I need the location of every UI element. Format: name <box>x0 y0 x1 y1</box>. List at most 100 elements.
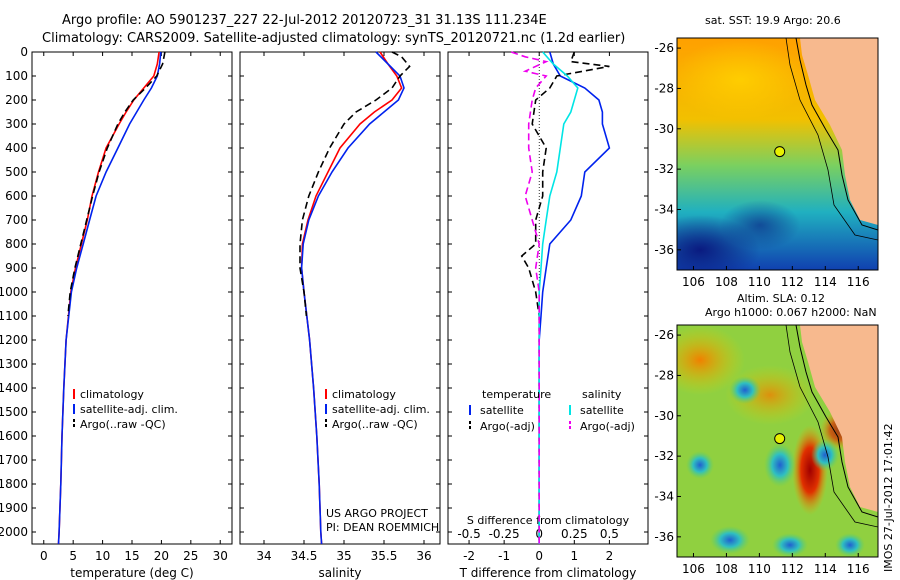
sst-map-field <box>677 38 878 270</box>
map-y-tick-label: -34 <box>654 202 674 216</box>
series-cyan-satellite <box>538 51 579 544</box>
sst-map: sat. SST: 19.9 Argo: 20.6 106 108 110 112 11… <box>654 14 879 289</box>
sst-map-ticks: 106 108 110 112 114 116 -26 -28 -30 -32 -34 -36 <box>654 41 869 289</box>
y-tick-label: 1600 <box>0 429 28 443</box>
legend-header: salinity <box>582 388 622 401</box>
sla-map: Altim. SLA: 0.12 Argo h1000: 0.067 h2000… <box>654 292 879 576</box>
y-tick-label: 1500 <box>0 405 28 419</box>
sst-map-isobath-deep <box>785 38 878 241</box>
legend-entry: climatology <box>80 388 144 401</box>
x-axis-label: salinity <box>318 566 361 580</box>
y-tick-label: 1100 <box>0 309 28 323</box>
y-tick-label: 1700 <box>0 453 28 467</box>
series-blue-satellite-adj-clim- <box>57 51 162 545</box>
temperature-panel-frame <box>31 51 233 545</box>
legend-entry: Argo(..raw -QC) <box>332 418 418 431</box>
credit-line2: PI: DEAN ROEMMICH <box>326 521 439 534</box>
x-tick-label: 10 <box>95 549 110 563</box>
x-tick-label: 35.5 <box>371 549 398 563</box>
y-tick-label: 2000 <box>0 525 28 539</box>
map-x-tick-label: 114 <box>814 562 837 576</box>
map-y-tick-label: -32 <box>654 162 674 176</box>
sst-map-isobath <box>795 38 878 231</box>
map-y-tick-label: -34 <box>654 489 674 503</box>
sla-map-argo-marker <box>774 433 786 445</box>
map-y-tick-label: -36 <box>654 243 674 257</box>
y-tick-label: 1800 <box>0 477 28 491</box>
map-x-tick-label: 110 <box>748 562 771 576</box>
y-tick-label: 900 <box>5 261 28 275</box>
map-y-tick-label: -28 <box>654 81 674 95</box>
top-x-tick-label: 0.25 <box>561 527 588 541</box>
maps: sat. SST: 19.9 Argo: 20.6 106 108 110 112 11… <box>654 14 895 576</box>
legend-header: temperature <box>482 388 551 401</box>
x-axis-label: temperature (deg C) <box>70 566 193 580</box>
legend-entry: Argo(-adj) <box>480 420 535 433</box>
map-x-tick-label: 106 <box>682 275 705 289</box>
y-tick-label: 1200 <box>0 333 28 347</box>
sla-map-title-line2: Argo h1000: 0.067 h2000: NaN <box>705 306 877 319</box>
sla-map-land <box>800 325 878 512</box>
x-tick-label: 30 <box>213 549 228 563</box>
legend-entry: satellite <box>480 404 524 417</box>
map-x-tick-label: 112 <box>781 275 804 289</box>
map-x-tick-label: 116 <box>847 562 870 576</box>
figure-title-line2: Climatology: CARS2009. Satellite-adjuste… <box>42 31 625 46</box>
series-black-argo-adj- <box>520 51 610 544</box>
temperature-panel: 0100200300400500600700800900100011001200… <box>0 45 233 580</box>
top-x-tick-label: -0.25 <box>489 527 520 541</box>
sst-map-argo-marker <box>774 146 786 158</box>
legend-entry: Argo(..raw -QC) <box>80 418 166 431</box>
x-tick-label: 25 <box>183 549 198 563</box>
imos-stamp: IMOS 27-Jul-2012 17:01:42 <box>882 423 895 572</box>
sst-map-title: sat. SST: 19.9 Argo: 20.6 <box>705 14 841 27</box>
map-x-tick-label: 116 <box>847 275 870 289</box>
y-tick-label: 0 <box>20 45 28 59</box>
sla-map-ticks: 106 108 110 112 114 116 -26 -28 -30 -32 -34 -36 <box>654 328 869 576</box>
top-x-tick-label: 0.5 <box>600 527 619 541</box>
y-tick-label: 200 <box>5 93 28 107</box>
profile-panels: 0100200300400500600700800900100011001200… <box>0 45 649 580</box>
sla-map-field <box>677 325 878 557</box>
x-axis-label: T difference from climatology <box>459 566 637 580</box>
sla-map-isobath <box>795 325 878 518</box>
series-black-argo-raw-qc- <box>67 51 166 317</box>
difference-panel: -2 -1 0 1 2 T difference from climatology -0.5… <box>447 51 649 580</box>
y-tick-label: 1300 <box>0 357 28 371</box>
y-tick-label: 500 <box>5 165 28 179</box>
x-tick-label: 35 <box>336 549 351 563</box>
series-blue-satellite-adj-clim- <box>300 51 405 545</box>
map-y-tick-label: -30 <box>654 122 674 136</box>
x-tick-label: 36 <box>416 549 431 563</box>
x-tick-label: 0 <box>535 549 543 563</box>
top-x-axis-label: S difference from climatology <box>467 514 630 527</box>
x-tick-label: 2 <box>606 549 614 563</box>
top-x-tick-label: -0.5 <box>457 527 480 541</box>
y-tick-label: 600 <box>5 189 28 203</box>
map-y-tick-label: -30 <box>654 409 674 423</box>
map-x-tick-label: 108 <box>715 275 738 289</box>
map-y-tick-label: -28 <box>654 368 674 382</box>
y-tick-label: 300 <box>5 117 28 131</box>
y-tick-label: 400 <box>5 141 28 155</box>
y-tick-label: 1400 <box>0 381 28 395</box>
legend-entry: satellite-adj. clim. <box>80 403 178 416</box>
series-black-argo-raw-qc- <box>299 51 411 317</box>
y-tick-label: 1900 <box>0 501 28 515</box>
x-tick-label: -2 <box>463 549 475 563</box>
salinity-panel: 34 34.5 35 35.5 36 salinity climatology satelli… <box>239 51 441 580</box>
map-x-tick-label: 112 <box>781 562 804 576</box>
sst-map-frame <box>676 37 879 271</box>
series-blue-satellite <box>538 51 611 544</box>
y-tick-label: 1000 <box>0 285 28 299</box>
map-y-tick-label: -26 <box>654 41 674 55</box>
legend-entry: satellite-adj. clim. <box>332 403 430 416</box>
x-tick-label: 15 <box>124 549 139 563</box>
map-y-tick-label: -26 <box>654 328 674 342</box>
legend-entry: climatology <box>332 388 396 401</box>
map-y-tick-label: -36 <box>654 530 674 544</box>
map-y-tick-label: -32 <box>654 449 674 463</box>
legend-entry: Argo(-adj) <box>580 420 635 433</box>
map-x-tick-label: 106 <box>682 562 705 576</box>
